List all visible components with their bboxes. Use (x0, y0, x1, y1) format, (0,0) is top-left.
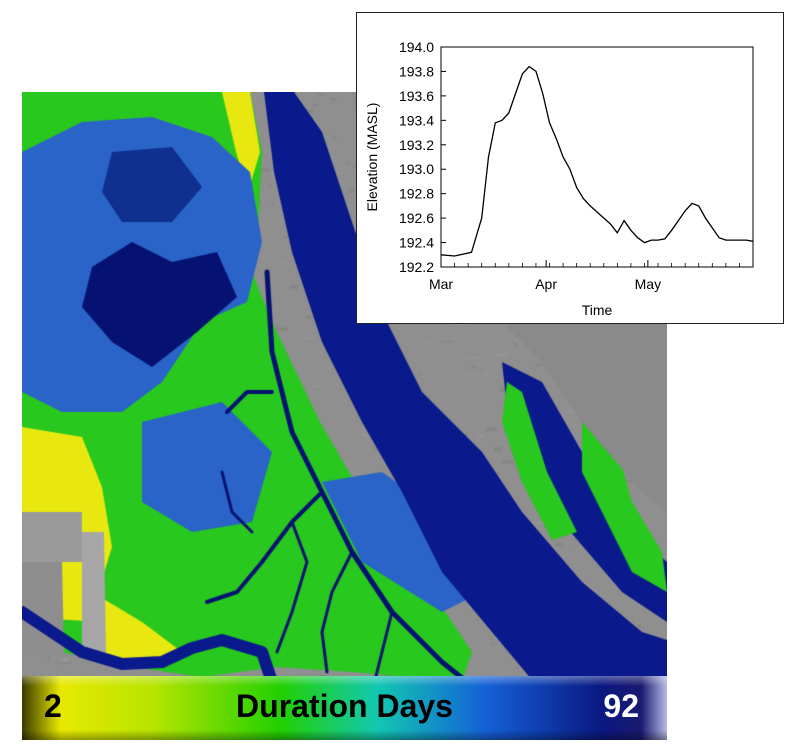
y-tick-label: 193.0 (399, 161, 434, 177)
y-tick-label: 194.0 (399, 39, 434, 55)
duration-color-legend: Duration Days 2 92 (22, 676, 667, 740)
legend-highlight (22, 676, 667, 686)
y-tick-label: 193.6 (399, 88, 434, 104)
y-tick-label: 192.6 (399, 210, 434, 226)
legend-min-label: 2 (44, 688, 62, 724)
x-tick-label: May (635, 276, 661, 292)
legend-title: Duration Days (236, 688, 453, 724)
y-tick-label: 192.2 (399, 259, 434, 275)
y-tick-label: 192.8 (399, 186, 434, 202)
x-tick-label: Mar (429, 276, 453, 292)
elevation-chart: 194.0 193.8 193.6 193.4 193.2 193.0 192.8 192.6… (364, 39, 754, 318)
plot-frame (440, 46, 754, 268)
x-tick-label: Apr (535, 276, 557, 292)
y-axis-title: Elevation (MASL) (364, 103, 380, 212)
legend-shadow (22, 730, 667, 740)
legend-max-label: 92 (603, 688, 639, 724)
y-tick-label: 193.4 (399, 112, 434, 128)
y-tick-label: 193.8 (399, 63, 434, 79)
y-tick-label: 192.4 (399, 235, 434, 251)
elevation-series-line (440, 65, 754, 257)
x-axis-title: Time (582, 302, 613, 318)
y-tick-label: 193.2 (399, 137, 434, 153)
elevation-chart-inset: 194.0 193.8 193.6 193.4 193.2 193.0 192.8 192.6… (356, 12, 784, 324)
